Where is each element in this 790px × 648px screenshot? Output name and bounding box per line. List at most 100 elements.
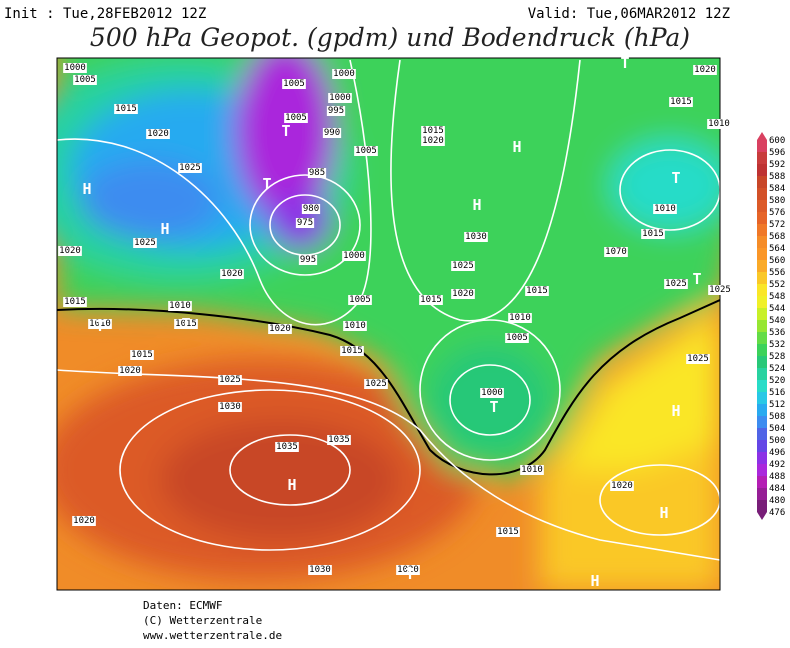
isobar-label: 1015: [131, 350, 153, 360]
colorbar-bin: [757, 164, 767, 176]
isobar-label-bg: [664, 279, 688, 289]
colorbar-bin: [757, 488, 767, 500]
colorbar-label: 484: [769, 484, 785, 494]
colorbar-bin: [757, 368, 767, 380]
isobar-label: 1015: [341, 346, 363, 356]
pressure-center: T: [405, 565, 414, 583]
colorbar-bin: [757, 416, 767, 428]
isobar-label: 1000: [333, 69, 355, 79]
pressure-center: T: [489, 398, 498, 416]
colorbar-bin: [757, 404, 767, 416]
colorbar-label: 496: [769, 448, 785, 458]
colorbar-bin: [757, 188, 767, 200]
colorbar-bin: [757, 500, 767, 512]
isobar-label-bg: [220, 269, 244, 279]
isobar-label: 985: [309, 168, 325, 178]
isobar-label-bg: [348, 295, 372, 305]
isobar-label: 1015: [115, 104, 137, 114]
colorbar-label: 544: [769, 304, 785, 314]
isobar-label-bg: [340, 346, 364, 356]
colorbar-label: 476: [769, 508, 785, 518]
isobar-label: 1015: [670, 97, 692, 107]
colorbar-bin: [757, 200, 767, 212]
isobar-label: 1015: [422, 126, 444, 136]
colorbar-label: 504: [769, 424, 785, 434]
isobar-label: 1025: [179, 163, 201, 173]
colorbar-bin: [757, 248, 767, 260]
colorbar-bin: [757, 380, 767, 392]
colorbar-bin: [757, 464, 767, 476]
isobar-label: 1010: [509, 313, 531, 323]
isobar-label: 1035: [328, 435, 350, 445]
isobar-label: 1005: [506, 333, 528, 343]
isobar-label: 1020: [694, 65, 716, 75]
colorbar-label: 568: [769, 232, 785, 242]
colorbar-bin: [757, 284, 767, 296]
isobar-label-bg: [308, 565, 332, 575]
isobar-label: 1000: [64, 63, 86, 73]
isobar-label-bg: [58, 246, 82, 256]
isobar-label-bg: [133, 238, 157, 248]
isobar-label: 1000: [343, 251, 365, 261]
isobar-label: 1030: [465, 232, 487, 242]
isobar-label-bg: [130, 350, 154, 360]
colorbar-label: 492: [769, 460, 785, 470]
colorbar-arrow-bottom: [757, 512, 767, 520]
isobar-label-bg: [73, 75, 97, 85]
isobar-label: 1020: [452, 289, 474, 299]
isobar-label: 1005: [283, 79, 305, 89]
isobar-label: 995: [328, 106, 344, 116]
colorbar-bin: [757, 332, 767, 344]
isobar-label-bg: [298, 255, 318, 265]
isobar-label-bg: [218, 402, 242, 412]
colorbar-label: 588: [769, 172, 785, 182]
isobar-label: 1025: [452, 261, 474, 271]
pressure-center: T: [262, 175, 271, 193]
isobar-label: 1000: [481, 388, 503, 398]
colorbar-bin: [757, 344, 767, 356]
colorbar-bin: [757, 260, 767, 272]
colorbar-bin: [757, 356, 767, 368]
pressure-center: T: [181, 315, 190, 333]
isobar-label: 1010: [708, 119, 730, 129]
pressure-center: H: [512, 138, 521, 156]
isobar-label-bg: [354, 146, 378, 156]
isobar-label: 1015: [64, 297, 86, 307]
isobar-label: 1005: [349, 295, 371, 305]
isobar-label-bg: [464, 232, 488, 242]
isobar-label-bg: [610, 481, 634, 491]
isobar-label: 1030: [309, 565, 331, 575]
isobar-label-bg: [525, 286, 549, 296]
isobar-label-bg: [669, 97, 693, 107]
colorbar-label: 532: [769, 340, 785, 350]
isobar-label: 1015: [175, 319, 197, 329]
isobar-label: 980: [303, 204, 319, 214]
colorbar-label: 500: [769, 436, 785, 446]
isobar-label-bg: [708, 285, 732, 295]
colorbar-label: 528: [769, 352, 785, 362]
isobar-label: 1020: [611, 481, 633, 491]
colorbar-label: 552: [769, 280, 785, 290]
colorbar-label: 480: [769, 496, 785, 506]
isobar-label: 1025: [365, 379, 387, 389]
colorbar-bin: [757, 392, 767, 404]
colorbar-bin: [757, 272, 767, 284]
colorbar-bin: [757, 428, 767, 440]
isobar-label-bg: [421, 136, 445, 146]
colorbar-label: 584: [769, 184, 785, 194]
colorbar-bin: [757, 296, 767, 308]
colorbar-bin: [757, 140, 767, 152]
isobar-label: 1010: [169, 301, 191, 311]
isobar-label: 1020: [269, 324, 291, 334]
isobar-label: 1015: [526, 286, 548, 296]
isobar-label-bg: [641, 229, 665, 239]
colorbar-label: 488: [769, 472, 785, 482]
colorbar-bin: [757, 452, 767, 464]
isobar-label-bg: [295, 218, 315, 228]
isobar-label-bg: [520, 465, 544, 475]
footer-url: www.wetterzentrale.de: [143, 629, 282, 642]
isobar-label-bg: [343, 321, 367, 331]
pressure-center: T: [671, 169, 680, 187]
isobar-label-bg: [63, 63, 87, 73]
